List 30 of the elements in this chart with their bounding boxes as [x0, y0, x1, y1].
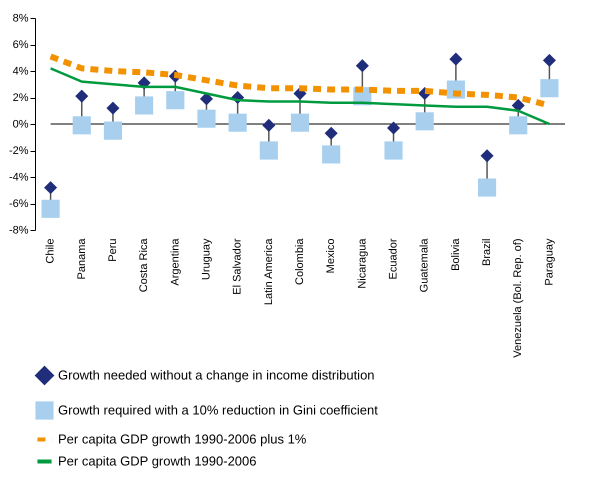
x-tick-label: Peru [106, 238, 119, 262]
y-tick-label: -8% [8, 224, 29, 236]
y-tick-label: 6% [12, 39, 29, 51]
legend-label: Per capita GDP growth 1990-2006 plus 1% [58, 432, 307, 446]
x-tick-label: Brazil [481, 238, 494, 266]
x-tick-label: Costa Rica [138, 238, 150, 292]
legend-label: Growth needed without a change in income distribution [58, 368, 375, 382]
x-tick-label: Paraguay [543, 238, 556, 286]
y-tick-label: -4% [8, 172, 29, 184]
legend-label: Per capita GDP growth 1990-2006 [58, 454, 256, 468]
x-tick-label: Mexico [325, 238, 338, 274]
y-tick-label: -2% [8, 145, 29, 157]
x-tick-label: Chile [44, 238, 57, 264]
x-tick-label: Uruguay [200, 238, 212, 280]
legend-label: Growth required with a 10% reduction in Gini coefficient [58, 402, 378, 418]
x-tick-label: Bolivia [450, 238, 462, 271]
x-tick-label: Guatemala [418, 238, 431, 292]
x-tick-label: El Salvador [232, 238, 244, 295]
x-tick-label: Colombia [294, 238, 306, 285]
y-tick-label: 0% [12, 118, 29, 130]
y-tick-label: 2% [12, 92, 29, 104]
y-tick-label: 4% [12, 66, 29, 78]
y-tick-label: 8% [12, 12, 29, 24]
x-tick-label: Argentina [169, 238, 182, 286]
x-tick-label: Nicaragua [356, 238, 368, 289]
x-tick-label: Panama [76, 238, 88, 280]
x-tick-label: Ecuador [388, 238, 400, 280]
x-tick-label: Venezuela (Bol. Rep. of) [512, 238, 524, 358]
y-tick-label: -6% [8, 198, 29, 210]
x-tick-label: Latin America [262, 238, 275, 306]
